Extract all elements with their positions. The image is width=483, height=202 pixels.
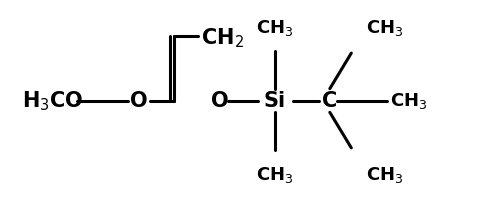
Text: CH$_2$: CH$_2$ bbox=[201, 26, 244, 50]
Text: O: O bbox=[130, 91, 148, 111]
Text: CH$_3$: CH$_3$ bbox=[366, 18, 403, 38]
Text: Si: Si bbox=[264, 91, 286, 111]
Text: H$_3$CO: H$_3$CO bbox=[22, 89, 84, 113]
Text: CH$_3$: CH$_3$ bbox=[389, 91, 427, 111]
Text: O: O bbox=[211, 91, 229, 111]
Text: CH$_3$: CH$_3$ bbox=[256, 18, 294, 38]
Text: CH$_3$: CH$_3$ bbox=[256, 164, 294, 184]
Text: CH$_3$: CH$_3$ bbox=[366, 164, 403, 184]
Text: C: C bbox=[322, 91, 338, 111]
